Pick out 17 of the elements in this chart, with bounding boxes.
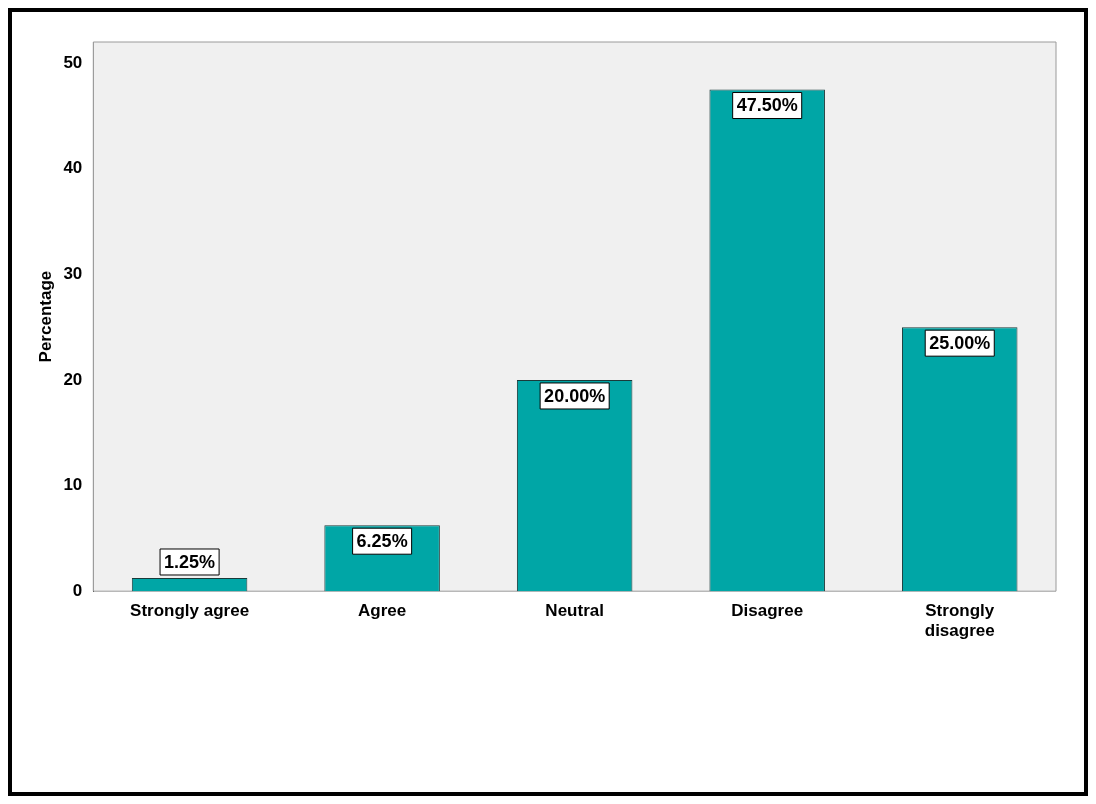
data-label: 25.00% [929, 333, 991, 354]
y-axis-title: Percentage [35, 270, 55, 363]
data-label: 6.25% [356, 531, 408, 552]
x-tick-label: Strongly disagree [924, 601, 995, 641]
x-tick-label: Strongly agree [130, 601, 250, 621]
y-tick-label: 50 [63, 52, 83, 72]
data-label: 20.00% [544, 385, 606, 406]
x-tick-label: Neutral [545, 601, 604, 621]
x-tick-label: Disagree [731, 601, 804, 621]
y-tick-label: 0 [72, 580, 83, 600]
data-label: 47.50% [736, 95, 798, 116]
y-tick-label: 20 [63, 369, 83, 389]
x-tick-label: Agree [358, 601, 407, 621]
y-tick-label: 40 [63, 158, 83, 178]
y-tick-label: 30 [63, 264, 83, 284]
data-label: 1.25% [164, 551, 216, 572]
y-tick-label: 10 [63, 475, 83, 495]
